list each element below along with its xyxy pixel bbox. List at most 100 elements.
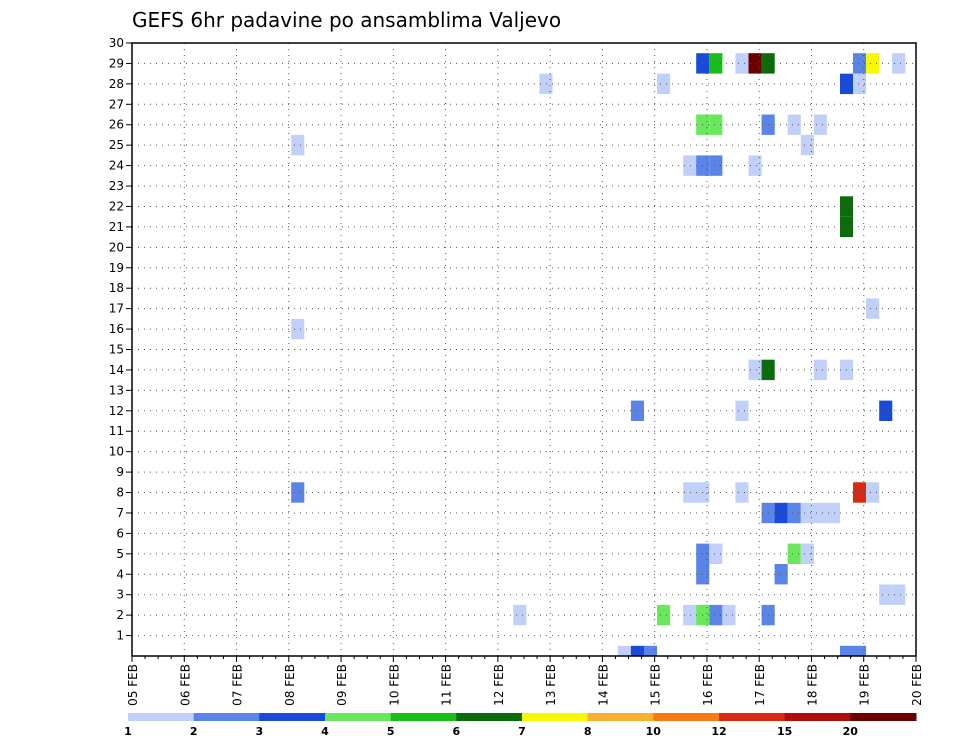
- heatmap-cell: [709, 53, 723, 74]
- heatmap-cell: [787, 114, 801, 135]
- y-tick-label: 18: [109, 281, 124, 295]
- colorbar-label: 3: [255, 725, 263, 738]
- heatmap-cell: [800, 543, 814, 564]
- heatmap-cell: [853, 73, 867, 95]
- y-tick-label: 25: [109, 138, 124, 152]
- heatmap-cell: [683, 604, 697, 626]
- y-tick-label: 1: [116, 629, 124, 643]
- colorbar-label: 12: [711, 725, 726, 738]
- heatmap-cell: [657, 604, 671, 626]
- heatmap-cell: [291, 134, 305, 156]
- y-axis: 1234567891011121314151617181920212223242…: [109, 36, 132, 643]
- x-tick-label: 10 FEB: [387, 664, 401, 706]
- heatmap-cell: [735, 400, 749, 421]
- heatmap-cell: [709, 604, 723, 626]
- y-tick-label: 26: [109, 118, 124, 132]
- y-tick-label: 2: [116, 608, 124, 622]
- heatmap-cell: [617, 645, 631, 656]
- x-tick-label: 18 FEB: [805, 664, 819, 706]
- heatmap-cell: [748, 53, 762, 74]
- y-tick-label: 27: [109, 97, 124, 111]
- y-tick-label: 23: [109, 179, 124, 193]
- colorbar-label: 4: [321, 725, 329, 738]
- heatmap-cell: [866, 53, 880, 74]
- y-tick-label: 4: [116, 567, 124, 581]
- heatmap-cell: [735, 482, 749, 503]
- heatmap-cell: [800, 134, 814, 156]
- heatmap-cell: [657, 73, 671, 95]
- y-tick-label: 11: [109, 424, 124, 438]
- y-tick-label: 16: [109, 322, 124, 336]
- x-tick-label: 15 FEB: [649, 664, 663, 706]
- heatmap-cell: [748, 359, 762, 381]
- grid: [132, 43, 916, 656]
- heatmap-cell: [866, 482, 880, 503]
- heatmap-cell: [709, 114, 723, 135]
- x-axis: 05 FEB 06 FEB 07 FEB 08 FEB 09 FEB 10 FEB 11 F…: [126, 656, 924, 706]
- x-tick-label: 19 FEB: [858, 664, 872, 706]
- heatmap-cell: [813, 114, 827, 135]
- y-tick-label: 17: [109, 302, 124, 316]
- colorbar-label: 6: [452, 725, 460, 738]
- heatmap-cell: [735, 53, 749, 74]
- y-tick-label: 15: [109, 343, 124, 357]
- colorbar-label: 2: [190, 725, 198, 738]
- heatmap-cell: [539, 73, 553, 95]
- x-tick-label: 16 FEB: [701, 664, 715, 706]
- y-tick-label: 30: [109, 36, 124, 50]
- heatmap-cell: [683, 155, 697, 176]
- colorbar-swatch: [850, 713, 917, 721]
- y-tick-label: 21: [109, 220, 124, 234]
- y-tick-label: 3: [116, 588, 124, 602]
- y-tick-label: 28: [109, 77, 124, 91]
- colorbar-swatch: [193, 713, 260, 721]
- colorbar-swatch: [522, 713, 589, 721]
- colorbar-swatch: [325, 713, 392, 721]
- colorbar-legend: 1 2 3 4 5 6 7 8 10 12 15 20: [124, 713, 917, 738]
- colorbar-label: 8: [584, 725, 592, 738]
- heatmap-cell: [787, 543, 801, 564]
- y-tick-label: 5: [116, 547, 124, 561]
- colorbar-swatch: [719, 713, 786, 721]
- y-tick-label: 10: [109, 445, 124, 459]
- heatmap-cell: [853, 53, 867, 74]
- colorbar-swatch: [390, 713, 457, 721]
- colorbar-label: 10: [646, 725, 662, 738]
- heatmap-cell: [892, 53, 906, 74]
- y-tick-label: 9: [116, 465, 124, 479]
- colorbar-swatch: [653, 713, 720, 721]
- x-tick-label: 08 FEB: [283, 664, 297, 706]
- x-tick-label: 14 FEB: [596, 664, 610, 706]
- heatmap-cell: [800, 502, 814, 524]
- heatmap-cell: [709, 155, 723, 176]
- heatmap-cell: [774, 502, 788, 524]
- heatmap-cell: [774, 564, 788, 585]
- heatmap-cells: [291, 53, 906, 656]
- heatmap-cell: [892, 584, 906, 605]
- x-tick-label: 06 FEB: [178, 664, 192, 706]
- heatmap-cell: [291, 318, 305, 340]
- x-tick-label: 12 FEB: [492, 664, 506, 706]
- heatmap-cell: [787, 502, 801, 524]
- heatmap-cell: [748, 155, 762, 176]
- heatmap-cell: [853, 482, 867, 503]
- colorbar-label: 7: [518, 725, 526, 738]
- y-tick-label: 19: [109, 261, 124, 275]
- colorbar-label: 5: [387, 725, 395, 738]
- heatmap-cell: [879, 584, 893, 605]
- colorbar-label: 1: [124, 725, 132, 738]
- colorbar-label: 15: [777, 725, 792, 738]
- heatmap-cell: [630, 645, 644, 656]
- y-tick-label: 14: [109, 363, 124, 377]
- y-tick-label: 6: [116, 526, 124, 540]
- y-tick-label: 13: [109, 383, 124, 397]
- y-tick-label: 29: [109, 56, 124, 70]
- heatmap-cell: [291, 482, 305, 503]
- y-tick-label: 22: [109, 199, 124, 213]
- x-tick-label: 20 FEB: [910, 664, 924, 706]
- x-tick-label: 13 FEB: [544, 664, 558, 706]
- x-tick-label: 07 FEB: [231, 664, 245, 706]
- colorbar-label: 20: [843, 725, 859, 738]
- x-tick-label: 09 FEB: [335, 664, 349, 706]
